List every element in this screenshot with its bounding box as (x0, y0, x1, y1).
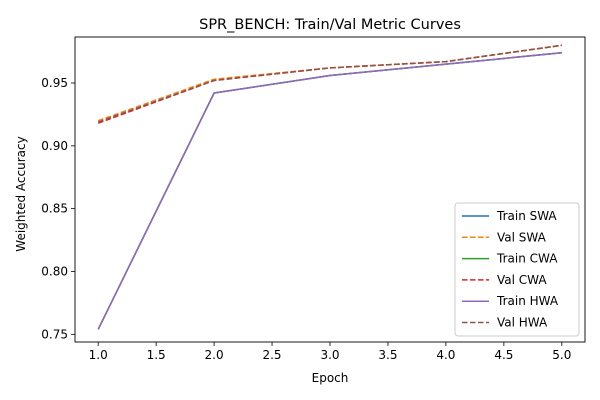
legend-box (454, 202, 580, 337)
chart-title: SPR_BENCH: Train/Val Metric Curves (199, 17, 461, 33)
y-tick-label: 0.95 (41, 76, 68, 90)
x-tick-label: 3.5 (378, 348, 397, 362)
y-axis-ticks: 0.75 0.80 0.85 0.90 0.95 (41, 76, 75, 341)
x-tick-label: 1.0 (89, 348, 108, 362)
y-tick-label: 0.85 (41, 202, 68, 216)
plot-frame (74, 36, 586, 343)
legend-label: Val SWA (497, 230, 547, 244)
legend-label: Train SWA (496, 209, 557, 223)
x-tick-label: 4.0 (436, 348, 455, 362)
x-tick-label: 1.5 (147, 348, 166, 362)
x-tick-label: 5.0 (552, 348, 571, 362)
legend-label: Train HWA (496, 294, 559, 308)
x-tick-label: 3.0 (320, 348, 339, 362)
y-tick-label: 0.90 (41, 139, 68, 153)
y-tick-label: 0.75 (41, 327, 68, 341)
series-line-val-hwa (97, 44, 562, 123)
y-tick-label: 0.80 (41, 264, 68, 278)
plot-area (97, 44, 562, 330)
series-line-train-hwa (97, 52, 562, 330)
x-tick-label: 2.5 (262, 348, 281, 362)
x-tick-label: 2.0 (205, 348, 224, 362)
x-tick-label: 4.5 (494, 348, 513, 362)
legend-label: Val CWA (497, 273, 547, 287)
x-axis-ticks: 1.0 1.5 2.0 2.5 3.0 3.5 4.0 4.5 5.0 (89, 342, 571, 362)
y-axis-label: Weighted Accuracy (14, 136, 28, 251)
legend-label: Train CWA (496, 252, 558, 266)
x-axis-label: Epoch (312, 371, 349, 385)
legend-label: Val HWA (497, 316, 548, 330)
legend: Train SWA Val SWA Train CWA Val CWA Train HW… (454, 202, 580, 337)
